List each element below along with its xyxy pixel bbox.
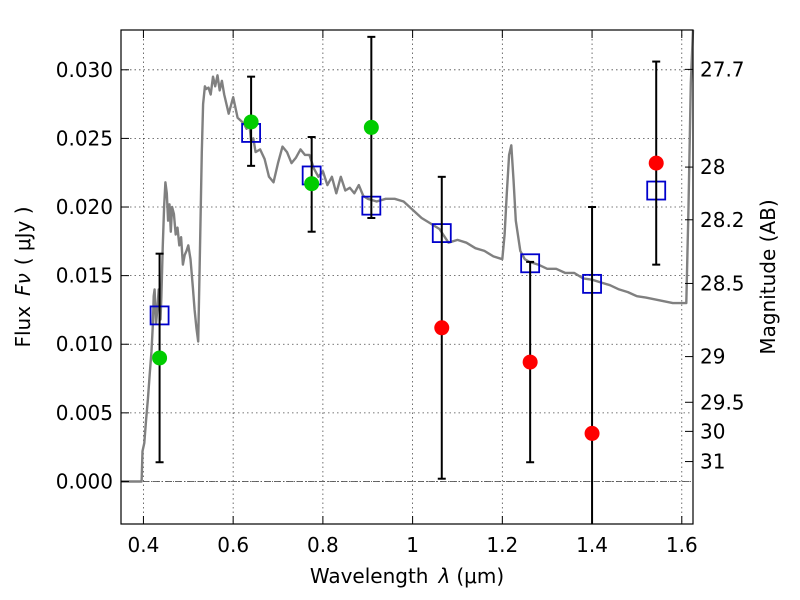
y-axis-label-unit: ( μJy ) — [11, 206, 35, 265]
observed-flux-point — [584, 425, 600, 441]
y-tick-label: 0.025 — [56, 126, 113, 150]
x-tick-label: 1.2 — [486, 533, 518, 557]
series — [121, 29, 695, 524]
right-tick-label: 31 — [700, 450, 725, 474]
observed-flux-point — [434, 320, 450, 336]
right-tick-label: 29.5 — [700, 390, 745, 414]
x-axis-label-symbol: λ — [438, 564, 451, 588]
y-tick-label: 0.020 — [56, 195, 113, 219]
y-tick-label: 0.010 — [56, 332, 113, 356]
right-tick-label: 28.2 — [700, 208, 745, 232]
x-tick-label: 1 — [406, 533, 419, 557]
right-tick-label: 28.5 — [700, 271, 745, 295]
y-axis-label: Flux Fν ( μJy ) — [11, 206, 35, 347]
y-axis-ticks: 0.000 0.005 0.010 0.015 0.020 0.025 0.030 — [56, 58, 129, 493]
observed-flux-point — [363, 119, 379, 135]
observed-flux-point — [152, 350, 168, 366]
x-axis-label-unit: (μm) — [456, 564, 504, 588]
x-tick-label: 1.4 — [576, 533, 608, 557]
right-tick-label: 27.7 — [700, 57, 745, 81]
y-tick-label: 0.000 — [56, 469, 113, 493]
y-axis-label-symbol: Fν — [11, 273, 35, 296]
x-axis-label: Wavelength λ (μm) — [310, 564, 504, 588]
right-tick-label: 29 — [700, 345, 725, 369]
grid — [121, 30, 693, 524]
x-tick-label: 0.8 — [307, 533, 339, 557]
observed-flux-point — [522, 354, 538, 370]
y-tick-label: 0.015 — [56, 264, 113, 288]
x-tick-label: 1.6 — [666, 533, 698, 557]
observed-flux-point — [243, 114, 259, 130]
right-tick-label: 30 — [700, 419, 725, 443]
observed-flux-point — [648, 155, 664, 171]
model-spectrum-line — [121, 29, 695, 483]
observed-flux-point — [304, 176, 320, 192]
right-axis-label: Magnitude (AB) — [756, 199, 780, 354]
y-tick-label: 0.005 — [56, 401, 113, 425]
x-axis-label-text: Wavelength — [310, 564, 429, 588]
right-axis-ticks: 27.7 28 28.2 28.5 29 29.5 30 31 — [685, 57, 745, 474]
y-axis-label-text: Flux — [11, 306, 35, 348]
x-axis-ticks: 0.4 0.6 0.8 1 1.2 1.4 1.6 — [128, 30, 698, 557]
plot-frame — [120, 29, 694, 525]
x-tick-label: 0.6 — [217, 533, 249, 557]
right-tick-label: 28 — [700, 155, 725, 179]
y-tick-label: 0.030 — [56, 58, 113, 82]
x-tick-label: 0.4 — [128, 533, 160, 557]
